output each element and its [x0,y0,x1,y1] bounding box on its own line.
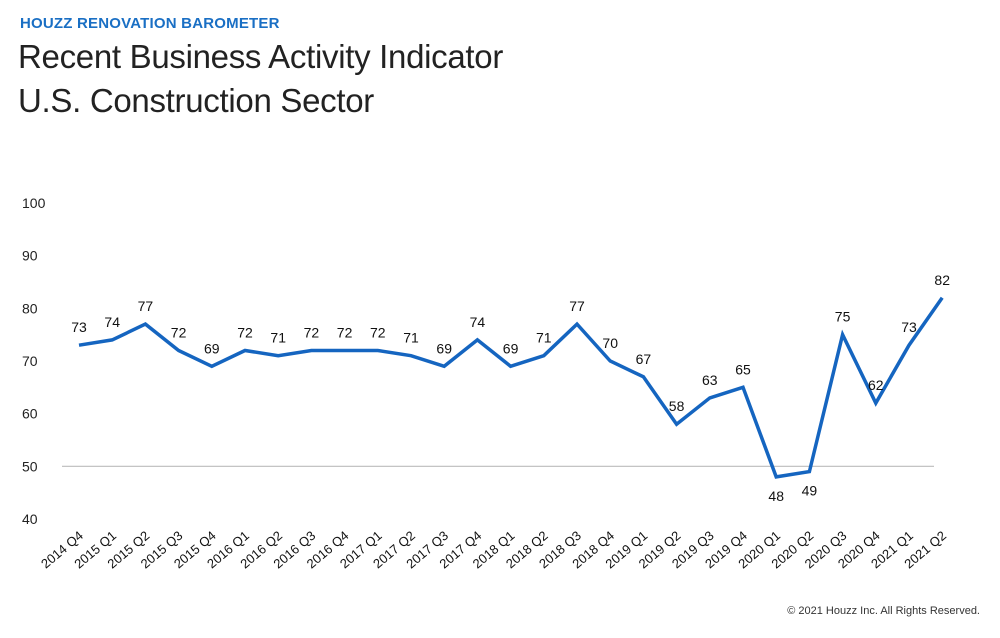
y-axis: 40 50 60 70 80 90 100 [22,195,46,527]
data-label: 69 [204,340,220,356]
y-tick-label: 50 [22,458,38,474]
data-label: 72 [171,324,187,340]
data-label: 72 [370,324,386,340]
data-label: 73 [901,319,917,335]
data-label: 72 [237,324,253,340]
chart-title: Recent Business Activity Indicator [18,38,504,75]
y-tick-label: 100 [22,195,46,211]
data-labels: 73 74 77 72 69 72 71 72 72 72 71 69 74 69 71 77 70 67 58 63… [71,272,950,504]
y-tick-label: 80 [22,300,38,316]
data-label: 77 [569,298,585,314]
data-label: 72 [304,324,320,340]
y-tick-label: 90 [22,248,38,264]
data-label: 70 [602,335,618,351]
chart-eyebrow: HOUZZ RENOVATION BAROMETER [20,15,280,32]
data-label: 58 [669,398,685,414]
data-label: 49 [802,483,818,499]
data-label: 69 [503,340,519,356]
y-tick-label: 70 [22,353,38,369]
data-label: 48 [768,488,784,504]
copyright-text: © 2021 Houzz Inc. All Rights Reserved. [787,605,980,617]
data-label: 74 [104,314,120,330]
y-tick-label: 60 [22,406,38,422]
data-label: 65 [735,361,751,377]
data-label: 67 [636,351,652,367]
data-label: 74 [470,314,486,330]
y-tick-label: 40 [22,511,38,527]
data-label: 77 [138,298,154,314]
data-label: 71 [403,330,419,346]
data-label: 62 [868,377,884,393]
data-label: 75 [835,309,851,325]
data-label: 82 [934,272,950,288]
data-label: 71 [536,330,552,346]
data-label: 71 [270,330,286,346]
data-label: 72 [337,324,353,340]
series-line [78,296,944,479]
data-label: 73 [71,319,87,335]
chart-subtitle: U.S. Construction Sector [18,82,374,119]
data-label: 63 [702,372,718,388]
data-label: 69 [436,340,452,356]
series-group [78,296,944,479]
